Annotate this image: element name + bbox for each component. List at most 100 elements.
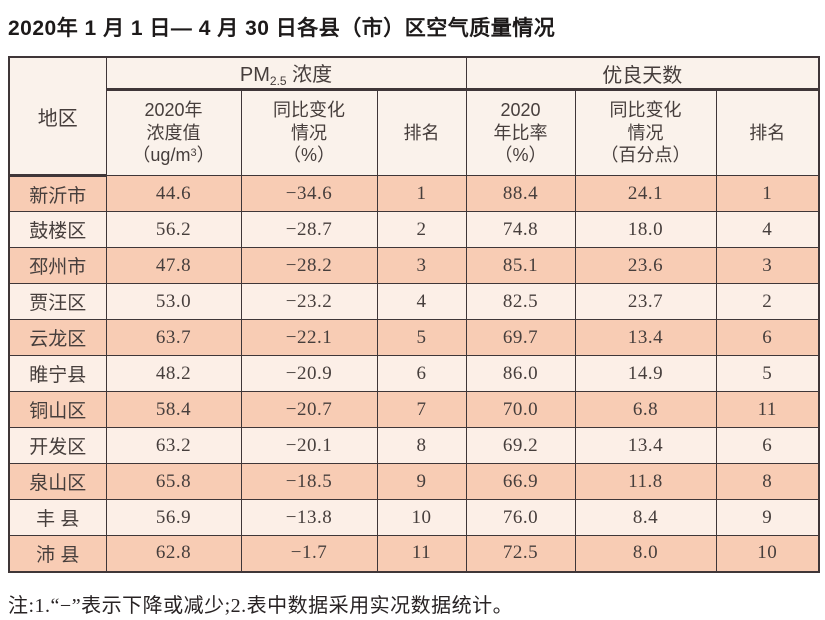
good-ratio-cell: 74.8 bbox=[465, 211, 576, 248]
footnote: 注:1.“−”表示下降或减少;2.表中数据采用实况数据统计。 bbox=[8, 594, 514, 617]
good-ratio-cell: 82.5 bbox=[465, 283, 576, 320]
pm-value-cell: 63.7 bbox=[105, 319, 242, 356]
good-change-cell: 11.8 bbox=[574, 463, 717, 500]
region-cell: 睢宁县 bbox=[8, 355, 107, 392]
good-rank-cell: 11 bbox=[715, 391, 820, 428]
region-cell: 邳州市 bbox=[8, 247, 107, 284]
header-pm25-group: PM2.5 浓度 bbox=[105, 56, 467, 91]
header-pm-change-line1: 同比变化 bbox=[273, 100, 345, 121]
pm-rank-cell: 11 bbox=[376, 535, 467, 572]
good-ratio-cell: 85.1 bbox=[465, 247, 576, 284]
header-good-ratio-line2: 年比率 bbox=[493, 122, 548, 143]
header-pm-value-unit-close: ） bbox=[196, 145, 215, 166]
pm-value-cell: 56.9 bbox=[105, 499, 242, 536]
good-ratio-cell: 70.0 bbox=[465, 391, 576, 428]
pm-change-cell: −20.1 bbox=[240, 427, 378, 464]
good-change-cell: 13.4 bbox=[574, 319, 717, 356]
pm-value-cell: 56.2 bbox=[105, 211, 242, 248]
good-ratio-cell: 72.5 bbox=[465, 535, 576, 572]
pm-change-cell: −13.8 bbox=[240, 499, 378, 536]
header-pm-value-line1: 2020年 bbox=[144, 100, 203, 121]
good-ratio-cell: 69.2 bbox=[465, 427, 576, 464]
table-row: 开发区 63.2 −20.1 8 69.2 13.4 6 bbox=[8, 427, 820, 464]
pm-value-cell: 65.8 bbox=[105, 463, 242, 500]
header-good-change-line2: 情况 bbox=[627, 122, 664, 143]
good-rank-cell: 1 bbox=[715, 175, 820, 212]
table-row: 鼓楼区 56.2 −28.7 2 74.8 18.0 4 bbox=[8, 211, 820, 248]
header-good-ratio-line1: 2020 bbox=[500, 100, 541, 121]
pm-rank-cell: 7 bbox=[376, 391, 467, 428]
header-pm-change: 同比变化 情况 （%） bbox=[240, 89, 378, 176]
group-header-row: 地区 PM2.5 浓度 优良天数 bbox=[8, 56, 820, 177]
good-change-cell: 14.9 bbox=[574, 355, 717, 392]
good-change-cell: 13.4 bbox=[574, 427, 717, 464]
pm-rank-cell: 2 bbox=[376, 211, 467, 248]
pm-rank-cell: 3 bbox=[376, 247, 467, 284]
page-title: 2020年 1 月 1 日— 4 月 30 日各县（市）区空气质量情况 bbox=[8, 17, 556, 40]
header-pm-change-line3: （%） bbox=[282, 145, 335, 166]
header-pm-value-line2: 浓度值 bbox=[146, 122, 201, 143]
pm-value-cell: 62.8 bbox=[105, 535, 242, 572]
pm-change-cell: −1.7 bbox=[240, 535, 378, 572]
region-cell: 新沂市 bbox=[8, 175, 107, 212]
good-rank-cell: 5 bbox=[715, 355, 820, 392]
pm-value-cell: 47.8 bbox=[105, 247, 242, 284]
header-good-change-line3: （百分点） bbox=[600, 145, 691, 166]
table-row: 贾汪区 53.0 −23.2 4 82.5 23.7 2 bbox=[8, 283, 820, 320]
table-row: 泉山区 65.8 −18.5 9 66.9 11.8 8 bbox=[8, 463, 820, 500]
good-rank-cell: 3 bbox=[715, 247, 820, 284]
good-change-cell: 23.7 bbox=[574, 283, 717, 320]
region-cell: 贾汪区 bbox=[8, 283, 107, 320]
pm-change-cell: −20.9 bbox=[240, 355, 378, 392]
pm-rank-cell: 9 bbox=[376, 463, 467, 500]
table-row: 睢宁县 48.2 −20.9 6 86.0 14.9 5 bbox=[8, 355, 820, 392]
header-good-change-line1: 同比变化 bbox=[609, 100, 682, 121]
good-ratio-cell: 69.7 bbox=[465, 319, 576, 356]
table-row: 丰 县 56.9 −13.8 10 76.0 8.4 9 bbox=[8, 499, 820, 536]
pm-value-cell: 58.4 bbox=[105, 391, 242, 428]
table-row: 沛 县 62.8 −1.7 11 72.5 8.0 10 bbox=[8, 535, 820, 572]
table-row: 云龙区 63.7 −22.1 5 69.7 13.4 6 bbox=[8, 319, 820, 356]
good-rank-cell: 6 bbox=[715, 427, 820, 464]
pm-change-cell: −22.1 bbox=[240, 319, 378, 356]
header-region: 地区 bbox=[8, 56, 107, 177]
good-rank-cell: 10 bbox=[715, 535, 820, 572]
region-cell: 云龙区 bbox=[8, 319, 107, 356]
air-quality-table: 地区 PM2.5 浓度 优良天数 2020年 浓度值 （ug/m3） 同比变化 情况（… bbox=[8, 56, 821, 573]
region-cell: 铜山区 bbox=[8, 391, 107, 428]
good-rank-cell: 6 bbox=[715, 319, 820, 356]
header-pm-value-unit: （ug/m bbox=[132, 145, 191, 166]
good-ratio-cell: 88.4 bbox=[465, 175, 576, 212]
header-good-days-group: 优良天数 bbox=[465, 56, 820, 91]
good-ratio-cell: 66.9 bbox=[465, 463, 576, 500]
good-ratio-cell: 86.0 bbox=[465, 355, 576, 392]
header-pm-change-line2: 情况 bbox=[291, 122, 327, 143]
table-row: 铜山区 58.4 −20.7 7 70.0 6.8 11 bbox=[8, 391, 820, 428]
pm-change-cell: −18.5 bbox=[240, 463, 378, 500]
pm-change-cell: −28.7 bbox=[240, 211, 378, 248]
pm-change-cell: −34.6 bbox=[240, 175, 378, 212]
header-good-rank: 排名 bbox=[715, 89, 820, 176]
pm-rank-cell: 5 bbox=[376, 319, 467, 356]
good-change-cell: 8.4 bbox=[574, 499, 717, 536]
good-rank-cell: 9 bbox=[715, 499, 820, 536]
pm-rank-cell: 8 bbox=[376, 427, 467, 464]
table-header: 地区 PM2.5 浓度 优良天数 2020年 浓度值 （ug/m3） 同比变化 情况（… bbox=[8, 56, 820, 177]
pm25-label-subscript: 2.5 bbox=[269, 74, 287, 88]
pm25-label-suffix: 浓度 bbox=[286, 64, 333, 86]
pm-value-cell: 63.2 bbox=[105, 427, 242, 464]
header-pm-rank: 排名 bbox=[376, 89, 467, 176]
good-change-cell: 6.8 bbox=[574, 391, 717, 428]
good-change-cell: 23.6 bbox=[574, 247, 717, 284]
region-cell: 鼓楼区 bbox=[8, 211, 107, 248]
pm-value-cell: 48.2 bbox=[105, 355, 242, 392]
header-good-ratio-line3: （%） bbox=[494, 145, 547, 166]
pm-change-cell: −23.2 bbox=[240, 283, 378, 320]
header-good-change: 同比变化 情况 （百分点） bbox=[574, 89, 717, 176]
good-rank-cell: 2 bbox=[715, 283, 820, 320]
table-row: 新沂市 44.6 −34.6 1 88.4 24.1 1 bbox=[8, 175, 820, 212]
region-cell: 沛 县 bbox=[8, 535, 107, 572]
good-change-cell: 8.0 bbox=[574, 535, 717, 572]
pm-rank-cell: 4 bbox=[376, 283, 467, 320]
